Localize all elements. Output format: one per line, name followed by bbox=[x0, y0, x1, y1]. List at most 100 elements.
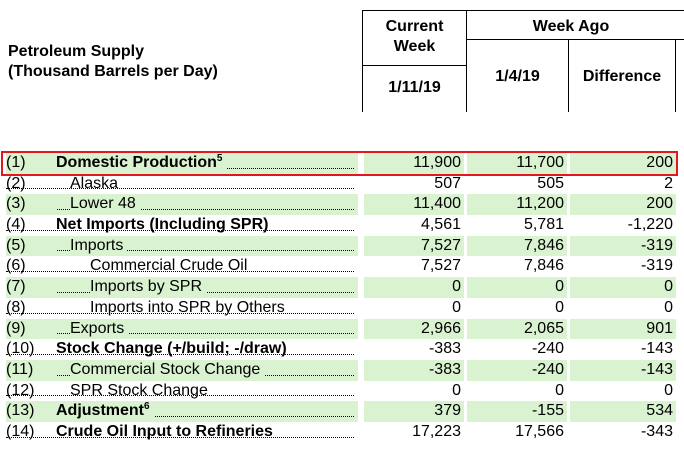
row-label: Crude Oil Input to Refineries bbox=[56, 423, 277, 440]
row-label: Imports into SPR by Others bbox=[90, 299, 289, 316]
row-label-text: Imports by SPR bbox=[90, 278, 203, 296]
title-line: (Thousand Barrels per Day) bbox=[8, 63, 218, 80]
difference-value: -343 bbox=[640, 422, 673, 440]
row-label: Net Imports (Including SPR) bbox=[56, 216, 272, 233]
difference-value: -143 bbox=[570, 359, 676, 381]
week-ago-value: 505 bbox=[537, 174, 564, 192]
table-title: Petroleum Supply (Thousand Barrels per D… bbox=[8, 42, 218, 82]
header-text: Week bbox=[393, 38, 436, 55]
row-number: (8) bbox=[6, 298, 26, 316]
data-table: (1) Domestic Production5 11,900 11,700 200 (2… bbox=[0, 153, 684, 443]
current-week-value: 2,966 bbox=[364, 318, 464, 340]
row-label-cell: (4) Net Imports (Including SPR) bbox=[6, 215, 358, 236]
row-label-cell: (12) SPR Stock Change bbox=[6, 381, 358, 402]
table-row: (5) Imports 7,527 7,846 -319 bbox=[0, 235, 684, 257]
current-week-value: 4,561 bbox=[420, 216, 461, 234]
week-ago-value: 0 bbox=[467, 277, 567, 298]
week-ago-value: 11,200 bbox=[467, 194, 567, 216]
current-week-value: 0 bbox=[452, 381, 461, 399]
footnote-marker: 6 bbox=[144, 401, 150, 413]
header-divider bbox=[675, 40, 676, 112]
week-ago-header: Week Ago bbox=[532, 18, 610, 35]
table-row: (12) SPR Stock Change 0 0 0 bbox=[0, 381, 684, 402]
week-ago-value: 0 bbox=[555, 381, 564, 399]
dot-leader bbox=[6, 436, 354, 438]
row-label: Exports bbox=[70, 319, 129, 337]
header-divider bbox=[466, 10, 467, 112]
row-label-cell: (14) Crude Oil Input to Refineries bbox=[6, 422, 358, 443]
table-row: (14) Crude Oil Input to Refineries 17,223 1… bbox=[0, 422, 684, 443]
row-label-cell: (6) Commercial Crude Oil bbox=[6, 256, 358, 277]
table-row: (8) Imports into SPR by Others 0 0 0 bbox=[0, 298, 684, 319]
row-label: Stock Change (+/build; -/draw) bbox=[56, 340, 291, 357]
week-ago-value: 2,065 bbox=[467, 318, 567, 340]
difference-value: 901 bbox=[570, 318, 676, 340]
row-label-cell: (3) Lower 48 bbox=[6, 194, 358, 216]
title-line: Petroleum Supply bbox=[8, 43, 145, 60]
row-label-cell: (13) Adjustment6 bbox=[6, 401, 358, 422]
table-row: (7) Imports by SPR 0 0 0 bbox=[0, 277, 684, 298]
row-label-text: Domestic Production bbox=[56, 154, 217, 171]
difference-value: 0 bbox=[664, 298, 673, 316]
dot-leader bbox=[6, 395, 354, 397]
row-number: (3) bbox=[6, 194, 56, 216]
difference-value: -1,220 bbox=[627, 216, 673, 234]
table-row: (6) Commercial Crude Oil 7,527 7,846 -319 bbox=[0, 256, 684, 277]
header-divider bbox=[466, 39, 684, 40]
current-week-value: 0 bbox=[364, 277, 464, 298]
difference-value: 200 bbox=[570, 194, 676, 216]
week-ago-value: 7,846 bbox=[467, 235, 567, 257]
highlight-box bbox=[1, 151, 678, 176]
row-label: Commercial Stock Change bbox=[70, 360, 265, 378]
current-week-value: 17,223 bbox=[412, 422, 461, 440]
dot-leader bbox=[6, 333, 354, 335]
table-row: (1) Domestic Production5 11,900 11,700 200 bbox=[0, 153, 684, 174]
row-label: Adjustment6 bbox=[56, 401, 154, 420]
row-label: Domestic Production5 bbox=[56, 153, 227, 171]
current-week-value: 507 bbox=[434, 174, 461, 192]
current-week-value: 379 bbox=[364, 401, 464, 422]
table-row: (13) Adjustment6 379 -155 534 bbox=[0, 401, 684, 422]
dot-leader bbox=[6, 271, 354, 273]
header-divider bbox=[362, 65, 466, 66]
week-ago-value: -155 bbox=[467, 401, 567, 422]
difference-header: Difference bbox=[582, 68, 662, 85]
week-ago-value: 11,700 bbox=[467, 153, 567, 174]
row-label-text: SPR Stock Change bbox=[70, 381, 208, 399]
difference-value: -143 bbox=[640, 340, 673, 358]
row-label-cell: (5) Imports bbox=[6, 235, 358, 257]
row-label-text: Stock Change (+/build; -/draw) bbox=[56, 340, 287, 358]
row-label: Commercial Crude Oil bbox=[90, 257, 251, 274]
current-week-value: -383 bbox=[364, 359, 464, 381]
row-label-text: Commercial Stock Change bbox=[70, 360, 261, 378]
current-week-value: 0 bbox=[452, 298, 461, 316]
difference-value: 534 bbox=[570, 401, 676, 422]
table-header: Petroleum Supply (Thousand Barrels per D… bbox=[0, 0, 684, 112]
header-divider bbox=[568, 40, 569, 112]
header-divider bbox=[362, 10, 363, 112]
row-label-cell: (2) Alaska bbox=[6, 174, 358, 195]
dot-leader bbox=[6, 209, 354, 211]
table-row: (11) Commercial Stock Change -383 -240 -143 bbox=[0, 359, 684, 381]
row-label-text: Lower 48 bbox=[70, 195, 136, 213]
current-week-value: 11,900 bbox=[364, 153, 464, 174]
row-label-cell: (9) Exports bbox=[6, 318, 358, 340]
row-label-cell: (8) Imports into SPR by Others bbox=[6, 298, 358, 319]
current-week-header: Current Week bbox=[363, 17, 466, 57]
row-label-text: Adjustment bbox=[56, 402, 144, 420]
row-label-text: Net Imports (Including SPR) bbox=[56, 216, 269, 234]
row-number: (12) bbox=[6, 381, 35, 399]
week-ago-value: 5,781 bbox=[523, 216, 564, 234]
footnote-marker: 5 bbox=[216, 153, 223, 164]
week-ago-value: 7,846 bbox=[523, 257, 564, 275]
row-label-cell: (11) Commercial Stock Change bbox=[6, 359, 358, 381]
week-ago-value: 17,566 bbox=[515, 422, 564, 440]
week-ago-date: 1/4/19 bbox=[495, 68, 540, 85]
dot-leader bbox=[6, 188, 354, 190]
difference-value: 200 bbox=[570, 153, 676, 174]
dot-leader bbox=[6, 415, 354, 417]
row-number: (1) bbox=[6, 153, 56, 174]
current-week-value: 7,527 bbox=[364, 235, 464, 257]
row-label: SPR Stock Change bbox=[70, 382, 212, 399]
row-number: (5) bbox=[6, 235, 56, 257]
